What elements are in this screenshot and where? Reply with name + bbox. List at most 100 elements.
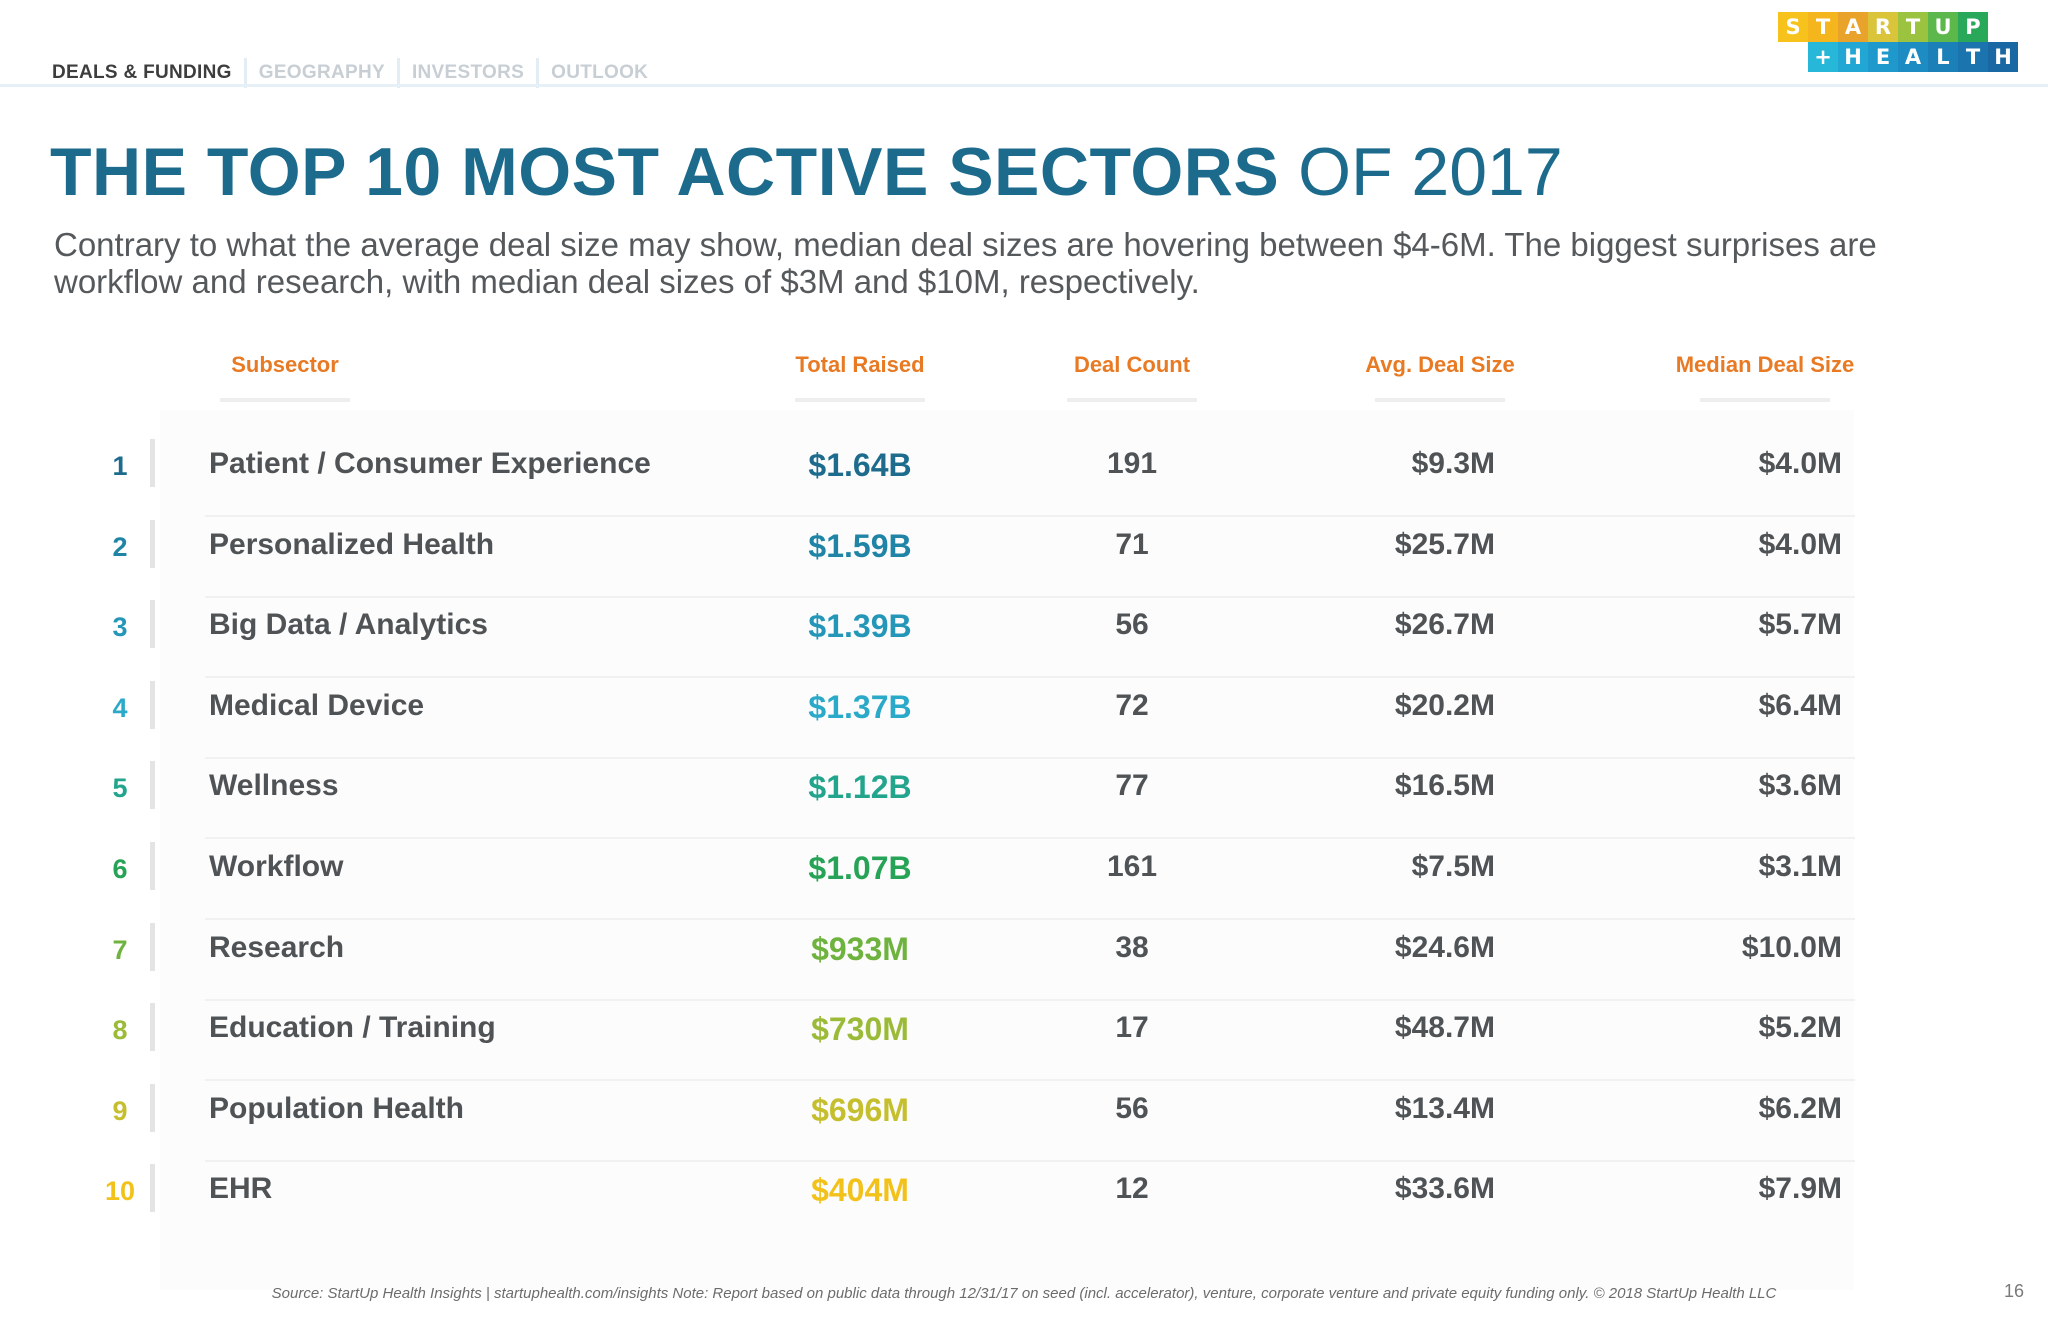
header-avg-deal-size: Avg. Deal Size xyxy=(1340,352,1540,402)
deal-count-value: 38 xyxy=(1115,930,1149,964)
subsector-name: Research xyxy=(209,930,345,964)
median-deal-size-value: $3.1M xyxy=(1758,850,1842,883)
nav-divider xyxy=(0,84,2048,87)
deal-count-value: 12 xyxy=(1115,1172,1149,1206)
row-divider xyxy=(205,515,1855,517)
source-note: Source: StartUp Health Insights | startu… xyxy=(271,1285,1777,1302)
deal-count-value: 56 xyxy=(1115,1091,1149,1125)
table-row: 7 Research $933M 38 $24.6M $10.0M xyxy=(0,921,2048,1002)
rank-number: 6 xyxy=(112,854,128,884)
table-row: 6 Workflow $1.07B 161 $7.5M $3.1M xyxy=(0,840,2048,921)
rank-number: 1 xyxy=(112,451,128,481)
total-raised-value: $1.64B xyxy=(808,447,912,483)
tab-deals-funding[interactable]: DEALS & FUNDING xyxy=(52,58,247,88)
deal-count-value: 56 xyxy=(1115,608,1149,642)
row-divider xyxy=(205,1159,1855,1162)
header-deal-count: Deal Count xyxy=(1042,352,1222,402)
logo-health-letter: T xyxy=(1958,42,1988,72)
total-raised-value: $933M xyxy=(811,930,909,967)
row-divider xyxy=(205,998,1855,1001)
logo-health-letter: + xyxy=(1808,42,1838,72)
row-divider xyxy=(205,837,1855,840)
logo-startup-letter: A xyxy=(1838,12,1868,42)
table-row: 8 Education / Training $730M 17 $48.7M $5.2M xyxy=(0,1001,2048,1082)
rank-number: 4 xyxy=(112,692,128,723)
row-divider xyxy=(205,756,1855,759)
subsector-name: Big Data / Analytics xyxy=(209,608,488,642)
page-title: THE TOP 10 MOST ACTIVE SECTORS OF 2017 xyxy=(50,132,1563,212)
rank-number: 2 xyxy=(112,531,128,562)
total-raised-value: $1.37B xyxy=(808,688,912,725)
total-raised-value: $696M xyxy=(811,1091,909,1128)
logo-health-letter: A xyxy=(1898,42,1928,72)
avg-deal-size-value: $25.7M xyxy=(1394,527,1495,561)
logo-startup-letter: R xyxy=(1868,12,1898,42)
table-row: 1 Patient / Consumer Experience $1.64B 191 $… xyxy=(0,437,2048,518)
rank-number: 3 xyxy=(112,612,128,643)
rank-divider xyxy=(150,922,155,971)
row-divider xyxy=(205,676,1855,679)
median-deal-size-value: $5.2M xyxy=(1758,1011,1842,1045)
subsector-name: Patient / Consumer Experience xyxy=(209,447,651,480)
deal-count-value: 71 xyxy=(1115,527,1149,561)
tab-outlook[interactable]: OUTLOOK xyxy=(551,62,649,83)
rank-number: 10 xyxy=(104,1176,136,1207)
avg-deal-size-value: $24.6M xyxy=(1394,930,1495,964)
header-total-raised: Total Raised xyxy=(770,352,950,402)
table-body-background xyxy=(160,410,1854,1290)
median-deal-size-value: $5.7M xyxy=(1758,608,1842,642)
total-raised-value: $1.39B xyxy=(808,608,912,645)
logo-row-health: + H E A L T H xyxy=(1808,42,2018,72)
median-deal-size-value: $7.9M xyxy=(1758,1172,1842,1206)
total-raised-value: $730M xyxy=(811,1011,909,1048)
table-row: 10 EHR $404M 12 $33.6M $7.9M xyxy=(0,1162,2048,1243)
median-deal-size-value: $10.0M xyxy=(1741,930,1842,964)
deal-count-value: 161 xyxy=(1106,850,1158,883)
rank-divider xyxy=(150,1003,155,1052)
page-subtitle: Contrary to what the average deal size m… xyxy=(54,226,1877,300)
deal-count-value: 191 xyxy=(1106,447,1158,480)
avg-deal-size-value: $48.7M xyxy=(1394,1011,1495,1045)
avg-deal-size-value: $26.7M xyxy=(1394,608,1495,642)
table-row: 3 Big Data / Analytics $1.39B 56 $26.7M $5.7M xyxy=(0,598,2048,679)
deal-count-value: 72 xyxy=(1115,688,1149,722)
rank-divider xyxy=(150,1164,155,1213)
tab-geography[interactable]: GEOGRAPHY xyxy=(247,58,400,88)
subsector-name: Wellness xyxy=(209,769,339,803)
median-deal-size-value: $3.6M xyxy=(1758,769,1842,803)
subsector-name: Education / Training xyxy=(209,1011,496,1045)
rank-divider xyxy=(150,439,155,487)
deal-count-value: 17 xyxy=(1115,1011,1149,1045)
subsector-name: Personalized Health xyxy=(209,527,495,561)
avg-deal-size-value: $33.6M xyxy=(1394,1172,1495,1206)
logo-health-letter: L xyxy=(1928,42,1958,72)
row-divider xyxy=(205,595,1855,598)
total-raised-value: $1.59B xyxy=(808,527,912,564)
header-median-deal-size: Median Deal Size xyxy=(1660,352,1870,402)
avg-deal-size-value: $9.3M xyxy=(1411,447,1495,480)
tab-investors[interactable]: INVESTORS xyxy=(400,58,540,88)
avg-deal-size-value: $13.4M xyxy=(1394,1091,1495,1125)
rank-divider xyxy=(150,842,155,890)
total-raised-value: $1.07B xyxy=(808,850,912,886)
logo-startup-letter: P xyxy=(1958,12,1988,42)
logo-startup-letter: S xyxy=(1778,12,1808,42)
logo-startup-letter: T xyxy=(1898,12,1928,42)
table-row: 2 Personalized Health $1.59B 71 $25.7M $4.0M xyxy=(0,518,2048,599)
rank-divider xyxy=(150,1083,155,1132)
avg-deal-size-value: $16.5M xyxy=(1394,769,1495,803)
row-divider xyxy=(205,1079,1855,1082)
deal-count-value: 77 xyxy=(1115,769,1149,803)
total-raised-value: $1.12B xyxy=(808,769,912,806)
table-row: 4 Medical Device $1.37B 72 $20.2M $6.4M xyxy=(0,679,2048,760)
logo-health-letter: H xyxy=(1838,42,1868,72)
subsector-name: Workflow xyxy=(209,850,344,883)
subsector-name: EHR xyxy=(209,1172,273,1206)
rank-divider xyxy=(150,519,155,568)
median-deal-size-value: $6.4M xyxy=(1758,688,1842,722)
subsector-name: Medical Device xyxy=(209,688,425,722)
avg-deal-size-value: $7.5M xyxy=(1411,850,1495,883)
page-number: 16 xyxy=(2003,1281,2024,1301)
